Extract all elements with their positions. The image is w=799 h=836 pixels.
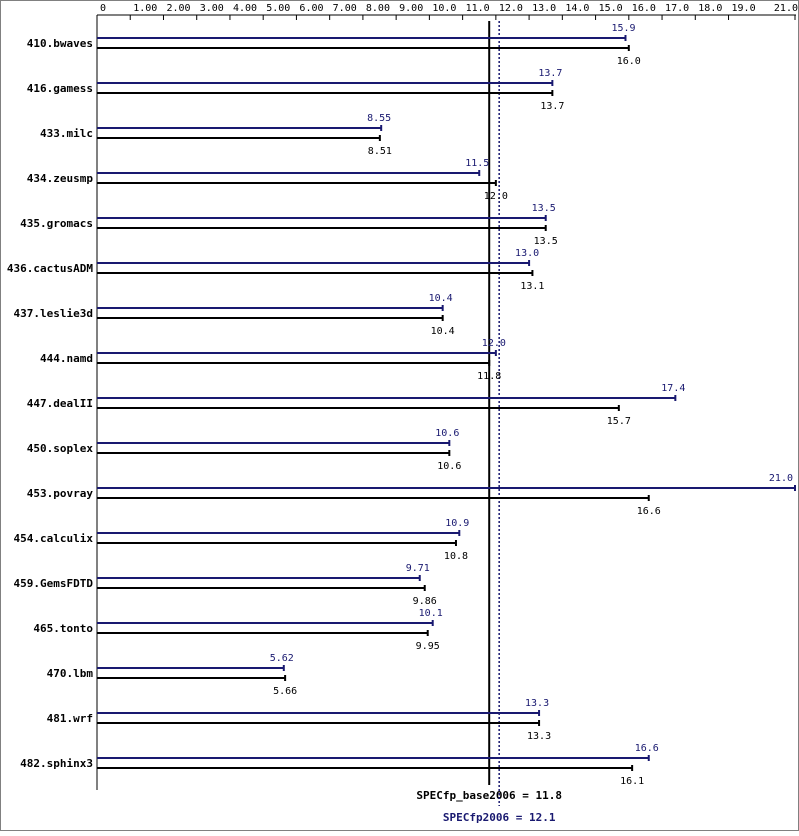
x-tick-label: 13.0: [532, 3, 556, 14]
peak-value-label: 10.1: [419, 608, 443, 619]
base-value-label: 11.8: [477, 371, 501, 382]
peak-value-label: 17.4: [661, 383, 685, 394]
base-value-label: 10.6: [437, 461, 461, 472]
base-value-label: 16.6: [637, 506, 661, 517]
x-tick-label: 16.0: [632, 3, 656, 14]
base-value-label: 15.7: [607, 416, 631, 427]
peak-value-label: 11.5: [465, 158, 489, 169]
x-tick-label: 5.00: [266, 3, 290, 14]
peak-value-label: 13.7: [538, 68, 562, 79]
base-value-label: 13.3: [527, 731, 551, 742]
x-tick-label: 4.00: [233, 3, 257, 14]
base-value-label: 10.8: [444, 551, 468, 562]
benchmark-label: 444.namd: [40, 352, 93, 365]
base-value-label: 12.0: [484, 191, 508, 202]
benchmark-label: 410.bwaves: [27, 37, 93, 50]
benchmark-label: 454.calculix: [14, 532, 94, 545]
benchmark-label: 481.wrf: [47, 712, 93, 725]
x-tick-label: 0: [100, 3, 106, 14]
peak-value-label: 21.0: [769, 473, 793, 484]
base-value-label: 16.1: [620, 776, 644, 787]
benchmark-label: 482.sphinx3: [20, 757, 93, 770]
x-tick-label: 15.0: [599, 3, 623, 14]
base-value-label: 13.1: [520, 281, 544, 292]
x-tick-label: 18.0: [698, 3, 722, 14]
peak-value-label: 10.4: [429, 293, 453, 304]
benchmark-label: 453.povray: [27, 487, 94, 500]
peak-value-label: 10.6: [435, 428, 459, 439]
peak-summary-label: SPECfp2006 = 12.1: [443, 811, 556, 824]
peak-value-label: 12.0: [482, 338, 506, 349]
base-value-label: 9.86: [413, 596, 437, 607]
benchmark-label: 450.soplex: [27, 442, 94, 455]
base-value-label: 5.66: [273, 686, 297, 697]
benchmark-label: 447.dealII: [27, 397, 93, 410]
benchmark-label: 437.leslie3d: [14, 307, 93, 320]
base-value-label: 13.7: [540, 101, 564, 112]
peak-value-label: 13.5: [532, 203, 556, 214]
x-tick-label: 7.00: [333, 3, 357, 14]
base-summary-label: SPECfp_base2006 = 11.8: [416, 789, 562, 802]
x-tick-label: 8.00: [366, 3, 390, 14]
x-tick-label: 12.0: [499, 3, 523, 14]
peak-value-label: 8.55: [367, 113, 391, 124]
x-tick-label: 21.0: [774, 3, 798, 14]
x-tick-label: 10.0: [432, 3, 456, 14]
base-value-label: 13.5: [534, 236, 558, 247]
peak-value-label: 10.9: [445, 518, 469, 529]
base-value-label: 10.4: [431, 326, 455, 337]
peak-value-label: 13.0: [515, 248, 539, 259]
peak-value-label: 9.71: [406, 563, 430, 574]
x-tick-label: 11.0: [466, 3, 490, 14]
benchmark-label: 416.gamess: [27, 82, 93, 95]
benchmark-label: 459.GemsFDTD: [14, 577, 94, 590]
base-value-label: 8.51: [368, 146, 392, 157]
peak-value-label: 5.62: [270, 653, 294, 664]
x-tick-label: 9.00: [399, 3, 423, 14]
peak-value-label: 13.3: [525, 698, 549, 709]
benchmark-label: 434.zeusmp: [27, 172, 94, 185]
x-tick-label: 2.00: [166, 3, 190, 14]
x-tick-label: 6.00: [299, 3, 323, 14]
peak-value-label: 16.6: [635, 743, 659, 754]
benchmark-label: 433.milc: [40, 127, 93, 140]
x-tick-label: 17.0: [665, 3, 689, 14]
x-tick-label: 3.00: [200, 3, 224, 14]
x-tick-label: 19.0: [732, 3, 756, 14]
x-tick-label: 1.00: [133, 3, 157, 14]
benchmark-label: 435.gromacs: [20, 217, 93, 230]
peak-value-label: 15.9: [611, 23, 635, 34]
base-value-label: 9.95: [416, 641, 440, 652]
benchmark-label: 436.cactusADM: [7, 262, 93, 275]
base-value-label: 16.0: [617, 56, 641, 67]
benchmark-label: 465.tonto: [33, 622, 93, 635]
benchmark-label: 470.lbm: [47, 667, 94, 680]
x-tick-label: 14.0: [565, 3, 589, 14]
